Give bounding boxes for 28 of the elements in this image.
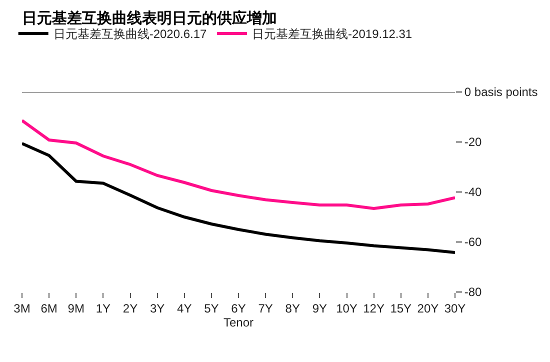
x-tick-label: 3M [14,301,30,316]
x-tick-label: 2Y [122,301,138,316]
line-series [22,142,455,254]
x-tick-label: 5Y [204,301,219,316]
x-tick-label: 6Y [231,301,246,316]
line-series [22,119,455,210]
y-tick-label: -60 [464,235,482,250]
x-axis-title: Tenor [223,315,254,330]
x-tick-label: 8Y [285,301,300,316]
x-tick-label: 4Y [177,301,192,316]
x-tick-label: 9M [68,301,84,316]
x-tick-label: 6M [40,301,58,316]
legend-label: 日元基差互换曲线-2019.12.31 [252,27,412,42]
y-tick-label: -80 [464,285,482,300]
x-tick-label: 3Y [150,301,165,316]
x-tick-label: 10Y [336,301,358,316]
chart-title: 日元基差互换曲线表明日元的供应增加 [22,9,277,28]
legend-label: 日元基差互换曲线-2020.6.17 [53,27,208,42]
x-tick-label: 30Y [444,301,466,316]
x-tick-label: 1Y [96,301,111,316]
x-tick-label: 20Y [417,301,439,316]
x-tick-label: 7Y [258,301,273,316]
x-tick-label: 12Y [363,301,384,316]
y-tick-label: -40 [464,185,482,200]
y-tick-label: 0 basis points [464,85,538,100]
y-tick-label: -20 [464,135,482,150]
x-tick-label: 15Y [390,301,412,316]
x-tick-label: 9Y [312,301,328,316]
